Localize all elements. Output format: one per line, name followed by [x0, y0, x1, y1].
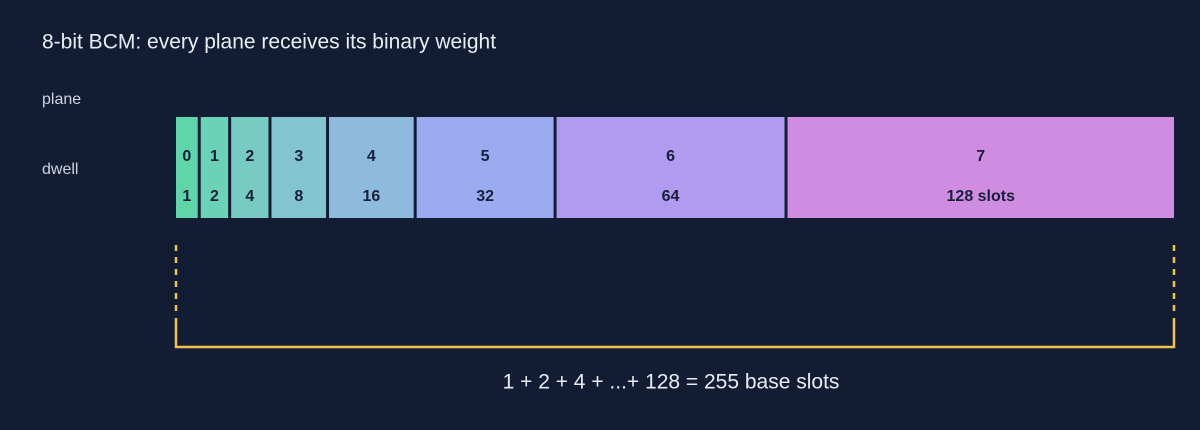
plane-label: 5	[481, 148, 490, 165]
segments: 0 1 1 2 2 4 3 8 4 16 5 32 6 64 7 128 slots	[176, 117, 1174, 218]
dwell-label: 128 slots	[947, 188, 1016, 205]
bracket	[174, 245, 1176, 349]
plane-segment	[200, 117, 229, 218]
plane-segment	[231, 117, 269, 218]
plane-segment	[176, 117, 198, 218]
plane-label: 1	[210, 148, 219, 165]
plane-label: 7	[976, 148, 985, 165]
dwell-label: 2	[210, 188, 219, 205]
plane-segment	[329, 117, 414, 218]
dwell-label: 16	[362, 188, 380, 205]
bracket-line	[174, 318, 1176, 349]
title: 8-bit BCM: every plane receives its bina…	[42, 31, 496, 54]
plane-label: 2	[245, 148, 254, 165]
dwell-label: 8	[294, 188, 303, 205]
plane-segment	[416, 117, 554, 218]
plane-segment	[787, 117, 1174, 218]
caption: 1 + 2 + 4 + ...+ 128 = 255 base slots	[503, 371, 840, 394]
dwell-label: 64	[662, 188, 680, 205]
plane-segment	[271, 117, 327, 218]
plane-label: 0	[182, 148, 191, 165]
row-label: plane	[42, 91, 81, 108]
plane-label: 6	[666, 148, 675, 165]
plane-label: 4	[367, 148, 376, 165]
dwell-label: 32	[476, 188, 494, 205]
dwell-label: 4	[245, 188, 254, 205]
plane-label: 3	[294, 148, 303, 165]
plane-segment	[556, 117, 785, 218]
row-label: dwell	[42, 161, 78, 178]
dwell-label: 1	[182, 188, 191, 205]
